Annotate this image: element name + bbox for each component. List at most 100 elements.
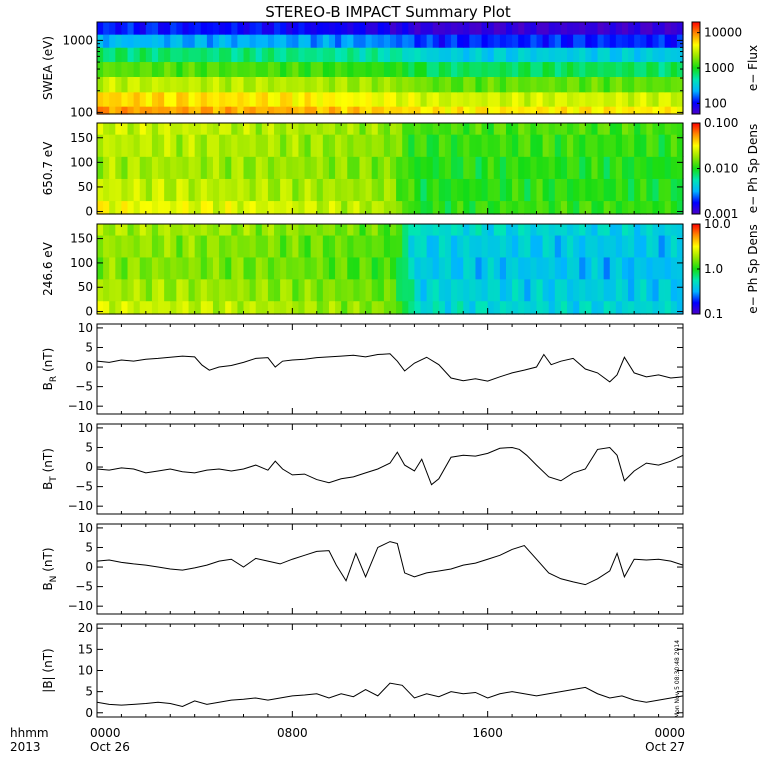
heatmap-cell (518, 224, 525, 236)
heatmap-cell (579, 234, 586, 258)
heatmap-cell (194, 278, 202, 302)
heatmap-cell (530, 47, 538, 63)
heatmap-cell (182, 134, 190, 157)
heatmap-cell (512, 106, 519, 115)
heatmap-cell (176, 61, 184, 77)
heatmap-cell (139, 300, 147, 315)
heatmap-cell (371, 47, 379, 63)
heatmap-cell (487, 178, 495, 202)
heatmap-cell (176, 200, 184, 215)
heatmap-cell (261, 123, 269, 135)
heatmap-cell (438, 61, 446, 77)
heatmap-cell (475, 156, 483, 179)
heatmap-cell (353, 22, 361, 35)
heatmap-cell (469, 156, 477, 179)
heatmap-cell (408, 300, 416, 315)
heatmap-cell (164, 300, 171, 315)
heatmap-cell (512, 61, 519, 77)
heatmap-cell (225, 47, 232, 63)
heatmap-cell (335, 234, 342, 258)
heatmap-cell (383, 91, 391, 107)
heatmap-cell (182, 224, 190, 236)
series-line (96, 682, 684, 707)
heatmap-cell (377, 61, 385, 77)
heatmap-cell (359, 200, 367, 215)
heatmap-cell (341, 234, 348, 258)
heatmap-cell (103, 22, 110, 35)
heatmap-cell (292, 47, 300, 63)
heatmap-cell (505, 61, 513, 77)
heatmap-cell (310, 123, 318, 135)
panel-frame (96, 623, 684, 718)
heatmap-cell (664, 156, 672, 179)
heatmap-cell (377, 156, 385, 179)
heatmap-cell (444, 234, 452, 258)
y-axis-label: SWEA (eV) (41, 36, 55, 100)
heatmap-cell (597, 156, 605, 179)
panel-frame (96, 523, 684, 615)
heatmap-cell (365, 91, 373, 107)
heatmap-cell (249, 91, 257, 107)
heatmap-cell (646, 91, 654, 107)
heatmap-cell (444, 91, 452, 107)
heatmap-cell (261, 47, 269, 63)
heatmap-cell (487, 106, 495, 115)
heatmap-cell (426, 34, 434, 48)
heatmap-cell (530, 106, 538, 115)
heatmap-cell (560, 300, 568, 315)
heatmap-cell (469, 61, 477, 77)
heatmap-cell (536, 256, 544, 280)
heatmap-cell (371, 156, 379, 179)
heatmap-cell (383, 178, 391, 202)
heatmap-cell (164, 22, 171, 35)
heatmap-cell (188, 22, 196, 35)
heatmap-cell (499, 123, 507, 135)
heatmap-cell (139, 156, 147, 179)
heatmap-cell (585, 178, 593, 202)
heatmap-cell (188, 156, 196, 179)
heatmap-cell (390, 200, 397, 215)
heatmap-cell (634, 61, 641, 77)
heatmap-cell (475, 123, 483, 135)
heatmap-cell (536, 106, 544, 115)
heatmap-cell (524, 47, 531, 63)
heatmap-cell (554, 300, 562, 315)
heatmap-cell (518, 300, 525, 315)
heatmap-cell (170, 200, 177, 215)
heatmap-cell (115, 178, 123, 202)
heatmap-cell (377, 106, 385, 115)
heatmap-cell (518, 134, 525, 157)
heatmap-cell (676, 91, 684, 107)
heatmap-cell (206, 22, 214, 35)
heatmap-cell (200, 178, 208, 202)
heatmap-cell (231, 47, 238, 63)
heatmap-cell (115, 34, 123, 48)
heatmap-cell (225, 156, 232, 179)
heatmap-cell (164, 91, 171, 107)
heatmap-cell (328, 256, 336, 280)
panel-frame (96, 423, 684, 515)
heatmap-cell (597, 134, 605, 157)
heatmap-cell (646, 278, 654, 302)
heatmap-cell (628, 34, 635, 48)
heatmap-cell (505, 91, 513, 107)
heatmap-cell (652, 224, 660, 236)
heatmap-cell (646, 300, 654, 315)
heatmap-cell (493, 22, 501, 35)
heatmap-cell (457, 47, 464, 63)
heatmap-cell (408, 61, 416, 77)
heatmap-cell (274, 224, 281, 236)
heatmap-cell (121, 178, 129, 202)
heatmap-cell (615, 234, 623, 258)
heatmap-cell (304, 91, 312, 107)
heatmap-cell (615, 106, 623, 115)
heatmap-cell (127, 300, 135, 315)
heatmap-cell (426, 91, 434, 107)
heatmap-cell (121, 300, 129, 315)
colorbar-tick-label: 0.010 (704, 162, 738, 176)
heatmap-cell (402, 224, 409, 236)
heatmap-cell (212, 224, 220, 236)
